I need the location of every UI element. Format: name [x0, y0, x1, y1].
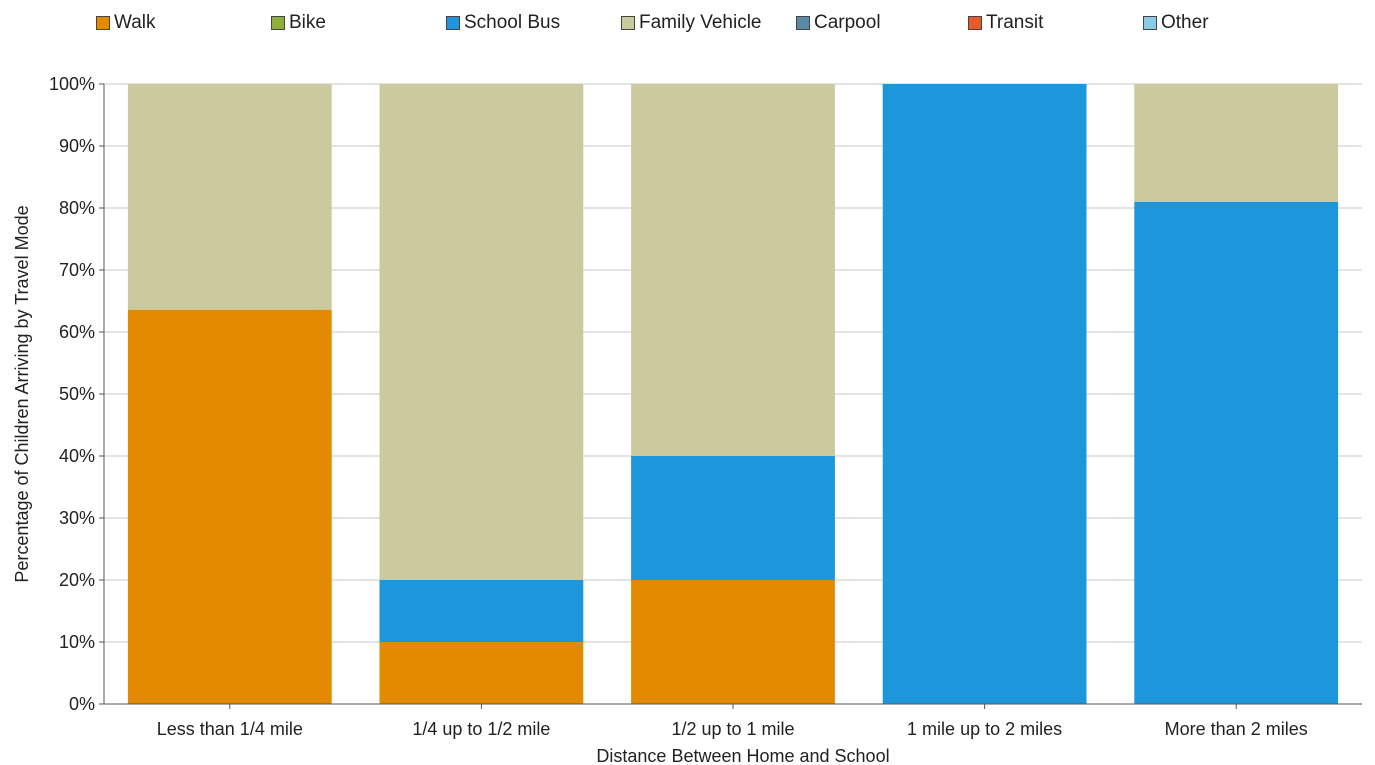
y-tick-label: 90%: [59, 136, 95, 156]
legend-swatch-school-bus: [446, 16, 460, 30]
y-tick-label: 40%: [59, 446, 95, 466]
y-tick-label: 60%: [59, 322, 95, 342]
x-axis-title: Distance Between Home and School: [596, 746, 889, 765]
legend-item-family-vehicle: Family Vehicle: [621, 12, 762, 34]
legend-item-school-bus: School Bus: [446, 12, 560, 34]
y-tick-label: 20%: [59, 570, 95, 590]
bar-segment-family-vehicle: [379, 84, 584, 580]
bar-segment-family-vehicle: [1134, 84, 1339, 202]
legend-item-other: Other: [1143, 12, 1209, 34]
y-tick-label: 70%: [59, 260, 95, 280]
legend-swatch-family-vehicle: [621, 16, 635, 30]
y-tick-labels: 0% 10% 20% 30% 40% 50% 60% 70% 80% 90% 100%: [49, 74, 104, 714]
x-tick-label: More than 2 miles: [1165, 719, 1308, 739]
legend-swatch-transit: [968, 16, 982, 30]
legend-item-bike: Bike: [271, 12, 326, 34]
y-tick-label: 30%: [59, 508, 95, 528]
x-tick-label: 1 mile up to 2 miles: [907, 719, 1062, 739]
legend-label-walk: Walk: [114, 12, 156, 33]
bar-segment-walk: [127, 309, 332, 704]
legend-label-carpool: Carpool: [814, 12, 881, 33]
legend-swatch-carpool: [796, 16, 810, 30]
x-tick-label: 1/4 up to 1/2 mile: [412, 719, 550, 739]
legend-swatch-walk: [96, 16, 110, 30]
y-tick-label: 10%: [59, 632, 95, 652]
y-tick-label: 100%: [49, 74, 95, 94]
legend-item-transit: Transit: [968, 12, 1043, 34]
legend-label-transit: Transit: [986, 12, 1044, 33]
bar-segment-family-vehicle: [631, 84, 835, 456]
x-tick-label: Less than 1/4 mile: [157, 719, 303, 739]
x-tick-labels: Less than 1/4 mile 1/4 up to 1/2 mile 1/2 …: [157, 704, 1308, 739]
bar-segment-school-bus: [882, 84, 1087, 704]
bar-segment-school-bus: [1134, 201, 1339, 705]
x-tick-label: 1/2 up to 1 mile: [671, 719, 794, 739]
legend-label-family-vehicle: Family Vehicle: [639, 12, 762, 33]
y-tick-label: 0%: [69, 694, 95, 714]
bar-segment-family-vehicle: [127, 84, 332, 310]
y-axis-title: Percentage of Children Arriving by Trave…: [12, 205, 32, 582]
legend-label-other: Other: [1161, 12, 1209, 33]
y-tick-label: 50%: [59, 384, 95, 404]
bars: [127, 84, 1339, 705]
legend-swatch-other: [1143, 16, 1157, 30]
legend-item-carpool: Carpool: [796, 12, 881, 34]
legend-label-bike: Bike: [289, 12, 326, 33]
legend-item-walk: Walk: [96, 12, 156, 34]
y-tick-label: 80%: [59, 198, 95, 218]
bar-segment-walk: [631, 580, 835, 704]
chart-legend: Walk Bike School Bus Family Vehicle Carp…: [0, 0, 1375, 45]
bar-segment-school-bus: [379, 580, 584, 642]
legend-swatch-bike: [271, 16, 285, 30]
bar-segment-walk: [379, 642, 584, 704]
legend-label-school-bus: School Bus: [464, 12, 561, 33]
bar-segment-school-bus: [631, 456, 835, 580]
